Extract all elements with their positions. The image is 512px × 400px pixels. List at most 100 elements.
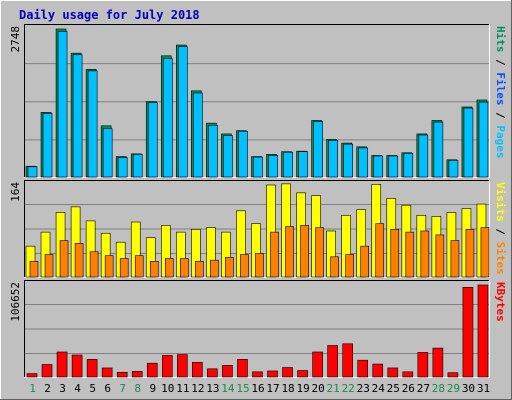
bar-sites-day-18 — [285, 226, 294, 278]
bar-kbytes-day-4 — [71, 354, 83, 378]
x-tick-day-6: 6 — [104, 382, 111, 395]
bar-kbytes-day-11 — [177, 354, 188, 378]
bar-sites-day-20 — [315, 227, 324, 278]
bar-pages-day-2 — [42, 113, 53, 178]
bar-sites-day-4 — [74, 243, 84, 278]
x-tick-day-13: 13 — [206, 382, 219, 395]
bar-kbytes-day-31 — [477, 284, 489, 378]
bar-pages-day-14 — [223, 135, 233, 178]
bar-pages-day-1 — [27, 166, 38, 178]
legend-kbytes: KBytes — [494, 282, 507, 322]
usage-legend: Hits / Files / Pages — [494, 26, 507, 159]
bar-pages-day-13 — [208, 124, 218, 178]
bar-kbytes-day-21 — [327, 345, 338, 378]
bar-pages-day-4 — [72, 54, 83, 178]
x-tick-day-1: 1 — [29, 382, 36, 395]
x-tick-day-15: 15 — [236, 382, 249, 395]
x-tick-day-23: 23 — [357, 382, 370, 395]
bar-sites-day-15 — [240, 254, 249, 278]
bar-pages-day-23 — [358, 147, 369, 178]
bar-sites-day-29 — [450, 240, 460, 278]
x-tick-day-21: 21 — [327, 382, 340, 395]
bar-kbytes-day-2 — [41, 364, 53, 378]
bar-pages-day-10 — [162, 58, 173, 178]
legend-hits: Hits — [494, 26, 507, 53]
bar-pages-day-3 — [57, 31, 68, 178]
x-tick-day-8: 8 — [134, 382, 141, 395]
usage-ymax-label: 2748 — [9, 26, 22, 53]
kbytes-ymax-label: 106652 — [9, 282, 22, 322]
bar-kbytes-day-7 — [116, 371, 128, 378]
bar-kbytes-day-8 — [131, 371, 143, 378]
x-tick-day-11: 11 — [176, 382, 189, 395]
bar-sites-day-30 — [465, 229, 475, 278]
bar-sites-day-17 — [270, 231, 279, 278]
bar-sites-day-5 — [89, 251, 99, 278]
bar-sites-day-21 — [330, 256, 339, 278]
bar-sites-day-6 — [104, 255, 114, 278]
x-tick-day-30: 30 — [462, 382, 475, 395]
x-tick-day-25: 25 — [387, 382, 400, 395]
kbytes-legend: KBytes — [494, 282, 507, 322]
bar-sites-day-7 — [119, 258, 129, 278]
bar-sites-day-16 — [255, 253, 264, 278]
x-tick-day-7: 7 — [119, 382, 126, 395]
bar-sites-day-31 — [480, 227, 490, 278]
bar-kbytes-day-26 — [402, 371, 414, 378]
legend-sites: Sites — [494, 242, 507, 275]
bar-kbytes-day-9 — [146, 362, 158, 378]
bar-kbytes-day-24 — [372, 363, 384, 378]
bar-kbytes-day-13 — [207, 368, 218, 378]
bar-pages-day-30 — [463, 107, 474, 178]
x-tick-day-29: 29 — [447, 382, 460, 395]
bar-kbytes-day-3 — [56, 351, 68, 378]
bar-pages-day-24 — [373, 155, 384, 178]
x-tick-day-24: 24 — [372, 382, 386, 395]
legend-separator: / — [494, 106, 507, 126]
bar-kbytes-day-6 — [101, 367, 113, 378]
bar-kbytes-day-22 — [342, 343, 353, 378]
legend-visits: Visits — [494, 182, 507, 222]
bar-pages-day-21 — [328, 140, 338, 178]
bar-sites-day-1 — [29, 260, 39, 278]
x-tick-day-2: 2 — [44, 382, 51, 395]
bar-sites-day-27 — [420, 230, 430, 278]
x-tick-day-26: 26 — [402, 382, 415, 395]
bar-sites-day-22 — [345, 254, 354, 278]
chart-title: Daily usage for July 2018 — [19, 8, 200, 22]
bar-sites-day-11 — [180, 258, 189, 278]
bar-kbytes-day-25 — [387, 367, 399, 378]
bar-kbytes-day-12 — [192, 362, 203, 378]
x-tick-day-10: 10 — [161, 382, 174, 395]
x-tick-day-28: 28 — [432, 382, 445, 395]
bar-pages-day-27 — [418, 134, 429, 178]
bar-pages-day-31 — [478, 101, 489, 178]
bar-pages-day-8 — [132, 154, 143, 178]
bar-pages-day-29 — [448, 160, 459, 178]
x-tick-day-14: 14 — [221, 382, 235, 395]
bar-sites-day-19 — [300, 225, 309, 278]
bar-kbytes-day-15 — [237, 359, 248, 378]
bar-sites-day-25 — [390, 229, 400, 278]
bar-sites-day-26 — [405, 231, 415, 278]
bar-kbytes-day-23 — [357, 359, 369, 378]
bar-pages-day-7 — [117, 157, 128, 178]
bar-kbytes-day-27 — [417, 352, 429, 378]
bar-sites-day-12 — [195, 260, 204, 278]
bar-kbytes-day-18 — [282, 367, 293, 378]
bar-pages-day-17 — [268, 155, 278, 178]
bar-kbytes-day-20 — [312, 351, 323, 378]
x-tick-day-5: 5 — [89, 382, 96, 395]
legend-pages: Pages — [494, 125, 507, 158]
bar-kbytes-day-14 — [222, 365, 233, 378]
bar-pages-day-20 — [313, 121, 323, 178]
bar-kbytes-day-30 — [462, 286, 474, 378]
bar-pages-day-22 — [343, 143, 353, 178]
bar-pages-day-26 — [403, 153, 414, 178]
bar-sites-day-3 — [59, 240, 69, 278]
x-tick-day-19: 19 — [296, 382, 309, 395]
bar-sites-day-8 — [134, 255, 144, 278]
bar-kbytes-day-1 — [26, 373, 38, 378]
bar-sites-day-2 — [44, 254, 54, 278]
